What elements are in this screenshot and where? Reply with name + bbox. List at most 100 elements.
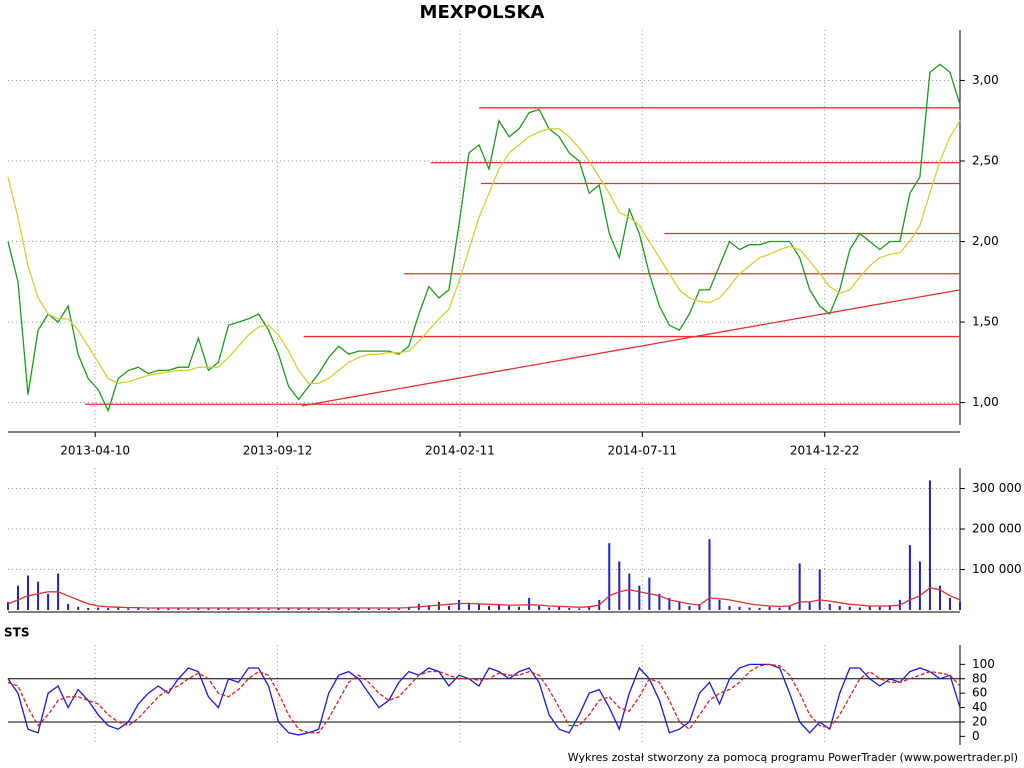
- volume-bar: [628, 573, 631, 610]
- volume-bar: [7, 601, 9, 610]
- volume-bar: [337, 608, 340, 610]
- volume-bar: [738, 606, 741, 610]
- volume-bar: [107, 607, 110, 610]
- volume-bar: [367, 608, 370, 610]
- volume-bar: [608, 543, 611, 610]
- volume-bar: [477, 603, 480, 610]
- y-tick-label: 2,00: [972, 234, 999, 248]
- volume-bar: [498, 605, 501, 610]
- volume-bar: [938, 585, 941, 610]
- volume-bar: [678, 601, 681, 610]
- volume-bar: [157, 608, 160, 610]
- y-tick-label: 100: [972, 657, 995, 671]
- y-tick-label: 40: [972, 700, 987, 714]
- volume-bar: [97, 607, 100, 610]
- trend-line: [301, 289, 961, 407]
- volume-bar: [197, 607, 200, 610]
- y-tick-label: 3,00: [972, 73, 999, 87]
- volume-bar: [247, 608, 250, 610]
- volume-bar: [377, 608, 380, 610]
- volume-bar: [548, 607, 551, 610]
- volume-bar: [37, 581, 40, 610]
- volume-bar: [217, 608, 220, 610]
- volume-bar: [237, 608, 240, 610]
- volume-bar: [307, 608, 310, 610]
- volume-bar: [297, 607, 300, 610]
- x-tick-label: 2013-09-12: [243, 444, 313, 458]
- footer: Wykres został stworzony za pomocą progra…: [568, 751, 1018, 764]
- volume-bar: [568, 607, 571, 610]
- volume-bar: [858, 607, 861, 610]
- volume-bar: [818, 569, 821, 610]
- series-line: [7, 663, 961, 734]
- y-tick-label: 2,50: [972, 153, 999, 167]
- volume-bar: [698, 603, 701, 610]
- volume-bar: [287, 607, 290, 610]
- chart-title: MEXPOLSKA: [420, 2, 545, 23]
- volume-bar: [347, 608, 350, 610]
- y-tick-label: 80: [972, 671, 987, 685]
- volume-bar: [277, 608, 280, 610]
- panel-title: STS: [4, 626, 29, 640]
- y-tick-label: 60: [972, 686, 987, 700]
- volume-bar: [928, 480, 931, 610]
- volume-bar: [177, 607, 180, 610]
- volume-bar: [457, 599, 460, 610]
- volume-bar: [638, 585, 641, 610]
- y-tick-label: 100 000: [972, 562, 1022, 576]
- volume-bar: [127, 608, 130, 610]
- volume-bar: [407, 606, 410, 610]
- volume-bar: [748, 607, 751, 610]
- volume-bar: [387, 607, 390, 610]
- volume-bar: [17, 585, 20, 610]
- volume-bar: [397, 607, 400, 610]
- x-tick-label: 2014-12-22: [790, 444, 860, 458]
- volume-bar: [708, 539, 711, 610]
- series-line: [7, 663, 961, 736]
- volume-bar: [838, 605, 841, 610]
- volume-bar: [187, 608, 190, 610]
- volume-bar: [317, 608, 320, 610]
- volume-bar: [778, 607, 781, 610]
- volume-bar: [588, 605, 591, 610]
- volume-bar: [207, 607, 210, 610]
- y-tick-label: 20: [972, 714, 987, 728]
- y-tick-label: 1,00: [972, 395, 999, 409]
- volume-bar: [828, 603, 831, 610]
- volume-bar: [167, 607, 170, 610]
- volume-bar: [668, 597, 671, 610]
- volume-bar: [77, 606, 80, 610]
- volume-bar: [888, 605, 891, 610]
- volume-bar: [578, 608, 581, 610]
- volume-bar: [878, 606, 881, 610]
- y-tick-label: 0: [972, 729, 980, 743]
- volume-bar: [848, 606, 851, 610]
- y-tick-label: 300 000: [972, 481, 1022, 495]
- volume-bar: [768, 606, 771, 610]
- volume-bar: [137, 607, 140, 610]
- volume-bar: [508, 605, 511, 610]
- volume-bar: [67, 603, 70, 610]
- series-line: [7, 63, 961, 413]
- volume-bar: [918, 561, 921, 610]
- volume-bar: [467, 602, 470, 610]
- volume-bar: [357, 607, 360, 610]
- volume-bar: [728, 605, 731, 610]
- volume-bar: [518, 606, 521, 610]
- x-tick-label: 2014-07-11: [607, 444, 677, 458]
- volume-bar: [87, 607, 90, 610]
- volume-bar: [257, 607, 260, 610]
- volume-bar: [688, 605, 691, 610]
- y-tick-label: 1,50: [972, 315, 999, 329]
- x-tick-label: 2013-04-10: [60, 444, 130, 458]
- volume-bar: [437, 601, 440, 610]
- volume-bar: [868, 605, 871, 610]
- series-line: [7, 120, 961, 384]
- volume-bar: [538, 605, 541, 610]
- volume-bar: [47, 593, 50, 610]
- volume-bar: [427, 605, 430, 610]
- volume-bar: [528, 597, 531, 610]
- volume-bar: [758, 607, 761, 610]
- volume-bar: [618, 561, 621, 610]
